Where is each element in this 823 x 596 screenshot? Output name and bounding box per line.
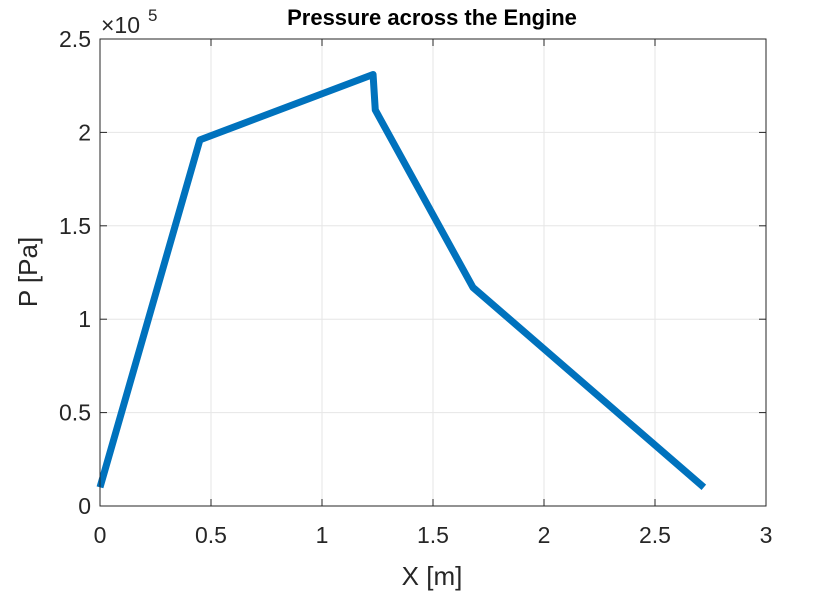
- x-tick-label: 2: [538, 522, 551, 548]
- y-tick-label: 2.5: [59, 26, 91, 52]
- chart-title: Pressure across the Engine: [287, 5, 577, 30]
- x-tick-label: 1: [316, 522, 329, 548]
- y-exponent-power: 5: [148, 6, 157, 25]
- x-axis-label: X [m]: [402, 561, 463, 591]
- y-tick-label: 2: [78, 119, 91, 145]
- y-tick-label: 0.5: [59, 400, 91, 426]
- x-tick-label: 2.5: [639, 522, 671, 548]
- axes: [99, 38, 767, 507]
- grid-lines: [99, 38, 767, 507]
- x-tick-label: 0.5: [195, 522, 227, 548]
- tick-labels: 0 0.5 1 1.5 2 2.5 3 0 0.5 1 1.5 2 2.5: [59, 26, 772, 548]
- x-tick-label: 3: [760, 522, 773, 548]
- y-axis-label: P [Pa]: [13, 237, 43, 307]
- y-tick-label: 1: [78, 306, 91, 332]
- series-layer: [96, 70, 707, 490]
- y-exponent-base: ×10: [101, 12, 140, 38]
- y-tick-label: 0: [78, 493, 91, 519]
- x-tick-label: 0: [94, 522, 107, 548]
- y-axis-exponent: ×10 5: [101, 6, 157, 38]
- series-line: [96, 70, 707, 490]
- x-tick-label: 1.5: [417, 522, 449, 548]
- y-tick-label: 1.5: [59, 213, 91, 239]
